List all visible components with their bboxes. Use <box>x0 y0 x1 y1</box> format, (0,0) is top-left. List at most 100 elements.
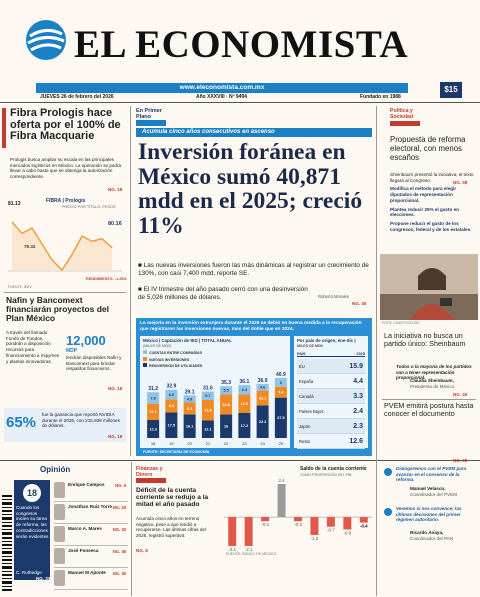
page-ref: NG. 16 <box>108 386 123 391</box>
bar-segment <box>165 412 178 438</box>
page-ref: NG. 40 <box>112 571 126 576</box>
segment-label: 12.3 <box>149 427 156 431</box>
bullet: Propone reducir el gasto de los congreso… <box>390 221 474 232</box>
x-tick-label: 22 <box>224 441 229 446</box>
legend-entry: NUEVAS INVERSIONES <box>143 356 233 364</box>
page-ref: NG. 38 <box>453 180 468 185</box>
barcode <box>2 495 12 591</box>
legend-swatch <box>143 363 147 367</box>
legend-entry: CUENTAS ENTRE COMPAÑÍAS <box>143 350 233 357</box>
legend-swatch <box>143 350 147 354</box>
segment-label: 12.5 <box>241 402 248 406</box>
table-row: Canadá 3.3 <box>297 389 365 404</box>
bar <box>310 517 319 535</box>
avatar <box>54 482 65 498</box>
segment-label: 4.6 <box>260 386 265 390</box>
bar-segment <box>147 419 160 438</box>
segment-label: 5.7 <box>205 394 210 398</box>
section: En Primer Plano <box>136 108 162 120</box>
country: Japón <box>299 423 311 429</box>
value-label: -0.9 <box>344 530 352 535</box>
country: España <box>299 378 314 384</box>
figure: 12,000 <box>66 333 106 348</box>
kicker: Acumula cinco años consecutivos en ascen… <box>136 128 372 137</box>
logo <box>26 20 66 60</box>
body: Prologis busca ampliar su escala en las … <box>10 157 122 180</box>
value-label: -0.7 <box>327 528 335 533</box>
source: FUENTE: BANCO DE MÉXICO <box>226 552 277 556</box>
columnist: Marco A. Mares <box>68 526 102 531</box>
headline: Propuesta de reforma electoral, con meno… <box>390 135 466 162</box>
x-tick-label: 19 <box>169 441 174 446</box>
bar-segment <box>183 395 196 403</box>
bar <box>277 484 286 518</box>
bar-segment <box>165 399 178 413</box>
bar-segment <box>183 402 196 415</box>
bar-segment <box>201 400 214 421</box>
value-label: 2.4 <box>279 478 286 483</box>
value: 2.4 <box>353 407 363 415</box>
bar <box>359 517 368 523</box>
header-cell: 2025 <box>356 352 365 356</box>
column-entry: Marco A. Mares NG. 30 <box>54 524 128 546</box>
stacked-bar-chart: 12.3 11.1 7.8 31.2 18 17.5 8.9 6.5 32.9 19 16.1 8.1… <box>147 372 287 446</box>
url-bar: www.eleconomista.com.mx <box>36 83 408 93</box>
author: Roberto Morales <box>318 294 349 299</box>
figure-unit: MDP <box>66 348 78 354</box>
table-row: Resto 12.6 <box>297 434 365 449</box>
stat-figure: 65% <box>6 414 37 431</box>
line <box>11 221 113 272</box>
accent <box>2 108 6 148</box>
quote: Dialogaremos con el PVEM para avanzar en… <box>396 466 467 483</box>
section: Finanzas y Dinero <box>136 466 163 478</box>
opinion-teaser: Cuando los congresos inicien su tarea de… <box>16 505 49 539</box>
x-tick-label: 21 <box>206 441 211 446</box>
bullet-text: Propone reducir el gasto de los congreso… <box>390 221 472 232</box>
total-label: 31.6 <box>203 386 213 392</box>
segment-label: 6.5 <box>169 393 174 397</box>
line-chart <box>8 221 122 272</box>
chart-sublabel: PRECIO POR TÍTULO, PESOS <box>62 205 116 209</box>
opinion-author: C. Ruthedge <box>16 570 42 575</box>
bullet-text: Plantea reducir 25% el gasto en eleccion… <box>390 206 459 218</box>
page-ref: NG. 18 <box>108 187 123 192</box>
country: Países Bajos <box>299 408 324 414</box>
bullets: Sheinbaum presentó la iniciativa; el tex… <box>390 172 474 236</box>
value: 2.3 <box>353 422 363 430</box>
table-row: Países Bajos 2.4 <box>297 404 365 419</box>
value-label: -0.3 <box>261 522 269 527</box>
segment-label: 6 <box>280 381 282 385</box>
table-title: Por país de origen, ene-dic | MILES DE M… <box>297 338 356 348</box>
country: Resto <box>299 438 310 444</box>
page-ref: NG. 46 <box>112 549 126 554</box>
edition: Año XXXVIII · Nº 9494 <box>196 94 248 100</box>
price: $15 <box>440 82 462 98</box>
bar <box>244 517 253 546</box>
segment-label: 11.1 <box>150 410 157 414</box>
segment-label: 7.8 <box>150 396 155 400</box>
bar-segment <box>274 378 287 387</box>
page-ref: NG. 30 <box>112 527 126 532</box>
segment-label: 8.9 <box>169 404 174 408</box>
page-ref: NG. 29 <box>112 505 126 510</box>
quote-role: Presidenta de México <box>410 384 455 389</box>
table-title-text: Por país de origen, ene-dic <box>297 338 354 343</box>
bar <box>228 517 237 546</box>
segment-label: 6.4 <box>242 388 248 392</box>
value-label: -0.3 <box>294 522 302 527</box>
columnist: Jonathan Ruiz Torre <box>68 504 113 509</box>
value-label: -2.1 <box>228 547 236 552</box>
value-label: -2.1 <box>245 547 253 552</box>
bar-segment <box>256 390 269 406</box>
x-tick-label: 25 <box>279 441 284 446</box>
legend-swatch <box>143 356 147 361</box>
quote-author: Manuel Velasco, <box>410 486 446 491</box>
column-entry: Manuel M Aponte NG. 40 <box>54 568 128 590</box>
column-entry: José Fonseca NG. 46 <box>54 546 128 568</box>
table-row: Japón 2.3 <box>297 419 365 434</box>
section-tag <box>136 120 166 126</box>
avatar <box>54 570 65 586</box>
main-headline: Inversión foránea en México sumó 40,871 … <box>138 139 363 240</box>
column-entry: Enrique Campos NG. 6 <box>54 480 128 502</box>
bar-segment <box>220 394 233 415</box>
